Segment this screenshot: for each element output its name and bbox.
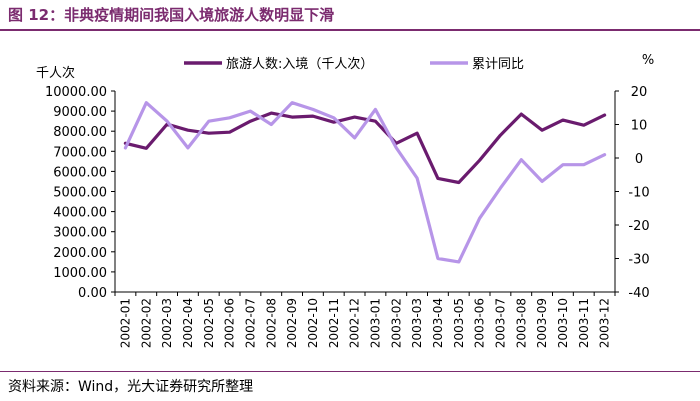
x-tick-label: 2002-05 (202, 298, 216, 348)
footer-divider (0, 371, 700, 372)
y-left-tick-label: 6000.00 (53, 165, 107, 180)
x-tick-label: 2002-01 (118, 298, 132, 348)
x-tick-label: 2003-09 (535, 298, 549, 348)
x-tick-label: 2003-04 (431, 298, 445, 348)
y-left-tick-label: 2000.00 (53, 246, 107, 261)
x-tick-label: 2003-12 (598, 298, 612, 348)
x-tick-label: 2002-04 (181, 298, 195, 348)
y-right-tick-label: -40 (628, 286, 649, 301)
y-right-tick-label: 10 (631, 119, 648, 134)
y-left-tick-label: 10000.00 (45, 85, 107, 100)
series-line-yoy (123, 101, 607, 264)
x-tick-label: 2003-08 (514, 298, 528, 348)
y-left-unit: 千人次 (36, 65, 75, 81)
x-tick-label: 2002-02 (139, 298, 153, 348)
figure-title: 图 12：非典疫情期间我国入境旅游人数明显下滑 (8, 6, 335, 24)
legend-label-yoy: 累计同比 (472, 57, 524, 72)
x-tick-label: 2003-06 (473, 298, 487, 348)
x-tick-label: 2002-11 (327, 298, 341, 348)
legend-label-arrivals: 旅游人数:入境（千人次） (226, 56, 373, 72)
x-tick-label: 2002-08 (264, 298, 278, 348)
x-tick-label: 2003-10 (556, 298, 570, 348)
y-left-tick-label: 7000.00 (53, 145, 107, 160)
x-tick-label: 2002-09 (285, 298, 299, 348)
y-left-tick-label: 0.00 (78, 286, 107, 301)
y-right-tick-label: -20 (628, 219, 649, 234)
y-right-tick-label: -30 (628, 253, 649, 268)
series-line-arrivals (123, 111, 607, 185)
title-divider (0, 29, 700, 31)
x-tick-label: 2003-02 (389, 298, 403, 348)
y-left-tick-label: 5000.00 (53, 186, 107, 201)
x-tick-label: 2003-03 (410, 298, 424, 348)
y-right-tick-label: 20 (631, 85, 648, 100)
y-right-tick-label: -10 (628, 186, 649, 201)
y-right-unit: % (642, 53, 654, 68)
x-tick-label: 2002-12 (348, 298, 362, 348)
y-left-tick-label: 3000.00 (53, 226, 107, 241)
x-tick-label: 2002-10 (306, 298, 320, 348)
x-tick-label: 2002-06 (223, 298, 237, 348)
line-chart: 10000.00 9000.00 8000.00 7000.00 6000.00 5000… (36, 53, 654, 348)
x-tick-label: 2003-01 (368, 298, 382, 348)
x-tick-label: 2002-07 (243, 298, 257, 348)
y-left-tick-label: 8000.00 (53, 125, 107, 140)
x-tick-label: 2003-05 (452, 298, 466, 348)
x-tick-label: 2002-03 (160, 298, 174, 348)
y-right-tick-label: 0 (635, 152, 643, 167)
y-left-tick-label: 9000.00 (53, 105, 107, 120)
y-left-tick-label: 1000.00 (53, 266, 107, 281)
x-tick-label: 2003-11 (577, 298, 591, 348)
source-note: 资料来源：Wind，光大证券研究所整理 (8, 379, 254, 395)
y-left-tick-label: 4000.00 (53, 206, 107, 221)
x-tick-label: 2003-07 (493, 298, 507, 348)
